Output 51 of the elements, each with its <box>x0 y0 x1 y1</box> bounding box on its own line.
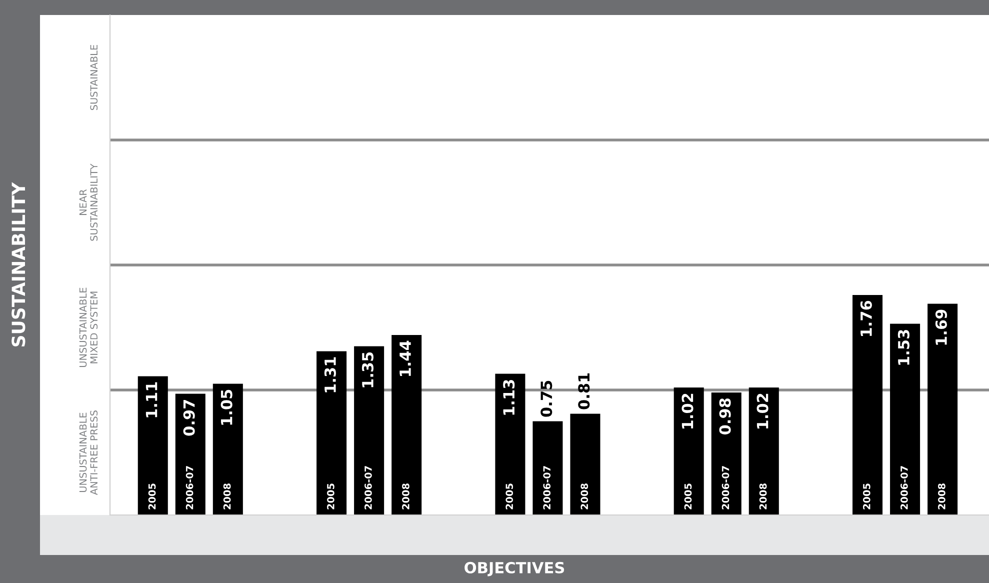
series-label: 2006-07 <box>186 466 194 510</box>
data-label: 1.44 <box>400 340 411 376</box>
text: 2006-07 <box>364 466 372 510</box>
bar <box>532 421 563 515</box>
data-label: 1.53 <box>898 330 910 365</box>
data-label: 0.97 <box>183 400 195 436</box>
bar <box>138 376 168 515</box>
text: 2008 <box>759 484 767 510</box>
text: 2005 <box>506 484 514 510</box>
text: 2006-07 <box>543 466 551 510</box>
data-label: 1.05 <box>220 390 232 425</box>
text: SUSTAINABLE <box>90 44 98 110</box>
bar <box>175 394 206 515</box>
x-axis-title: OBJECTIVES <box>464 562 564 576</box>
bar <box>928 304 958 515</box>
data-label: 0.98 <box>719 398 731 434</box>
bar <box>890 324 920 515</box>
text: 2008 <box>580 484 588 510</box>
bar <box>354 346 384 515</box>
data-label: 1.76 <box>860 300 872 336</box>
data-label: 1.69 <box>935 310 947 345</box>
text: 2005 <box>862 484 870 510</box>
text: 2005 <box>327 484 334 510</box>
data-label: 1.31 <box>324 357 336 392</box>
text: UNSUSTAINABLE MIXED SYSTEM <box>79 288 98 368</box>
bar <box>852 295 883 515</box>
text: 2005 <box>684 484 692 510</box>
data-label: 0.75 <box>540 380 552 417</box>
data-label: 0.81 <box>578 373 590 410</box>
y-axis-title: SUSTAINABILITY <box>12 182 26 346</box>
series-label: 2008 <box>223 484 231 510</box>
text: 2006-07 <box>722 466 730 510</box>
text: NEAR SUSTAINABILITY <box>79 164 98 241</box>
bar <box>748 388 779 515</box>
data-label: 1.13 <box>503 380 515 415</box>
bar <box>674 388 704 515</box>
bar <box>711 392 742 515</box>
text: 2006-07 <box>900 466 908 510</box>
data-label: 1.02 <box>682 394 694 428</box>
bar <box>495 374 526 515</box>
text: UNSUSTAINABLE ANTI-FREE PRESS <box>79 410 98 495</box>
bar <box>316 351 347 515</box>
bar <box>570 414 600 515</box>
data-label: 1.02 <box>756 394 768 428</box>
series-label: 2005 <box>148 484 156 510</box>
data-label: 1.11 <box>146 382 158 418</box>
bar <box>212 384 243 515</box>
bar <box>392 335 422 515</box>
text: 2008 <box>938 484 946 510</box>
text: 2008 <box>402 484 410 510</box>
data-label: 1.35 <box>362 352 374 388</box>
